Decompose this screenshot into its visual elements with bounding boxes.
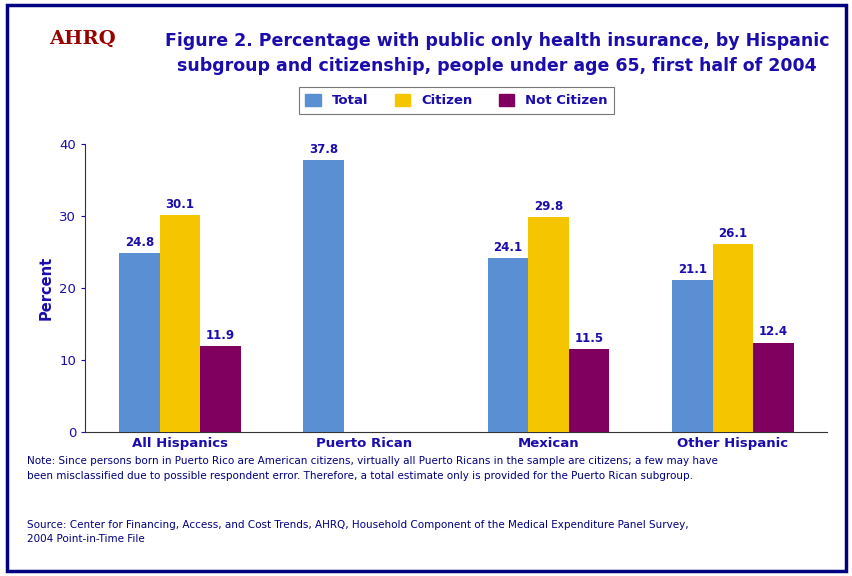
Bar xyxy=(487,259,527,432)
Text: AHRQ: AHRQ xyxy=(49,29,116,47)
Bar xyxy=(119,253,159,432)
Text: 21.1: 21.1 xyxy=(677,263,706,276)
Text: 26.1: 26.1 xyxy=(717,227,746,240)
Bar xyxy=(527,218,568,432)
Text: Figure 2. Percentage with public only health insurance, by Hispanic
subgroup and: Figure 2. Percentage with public only he… xyxy=(164,32,828,75)
Text: Source: Center for Financing, Access, and Cost Trends, AHRQ, Household Component: Source: Center for Financing, Access, an… xyxy=(27,520,688,544)
Text: 24.8: 24.8 xyxy=(124,236,153,249)
Bar xyxy=(303,160,343,432)
Bar xyxy=(200,346,240,432)
Text: 29.8: 29.8 xyxy=(533,200,562,213)
Bar xyxy=(711,244,752,432)
Text: 11.5: 11.5 xyxy=(574,332,603,345)
Text: HHS: HHS xyxy=(26,57,49,67)
Bar xyxy=(568,349,608,432)
Text: Note: Since persons born in Puerto Rico are American citizens, virtually all Pue: Note: Since persons born in Puerto Rico … xyxy=(27,456,717,481)
Text: 37.8: 37.8 xyxy=(308,142,337,156)
Y-axis label: Percent: Percent xyxy=(39,256,54,320)
Text: 12.4: 12.4 xyxy=(758,325,787,338)
Text: Advancing
Excellence in
Health Care: Advancing Excellence in Health Care xyxy=(58,57,108,88)
Bar xyxy=(671,280,711,432)
Text: 24.1: 24.1 xyxy=(492,241,522,254)
Legend: Total, Citizen, Not Citizen: Total, Citizen, Not Citizen xyxy=(298,87,613,114)
Text: 11.9: 11.9 xyxy=(205,329,234,342)
Bar xyxy=(752,343,792,432)
Bar xyxy=(159,215,200,432)
Text: 30.1: 30.1 xyxy=(165,198,194,211)
